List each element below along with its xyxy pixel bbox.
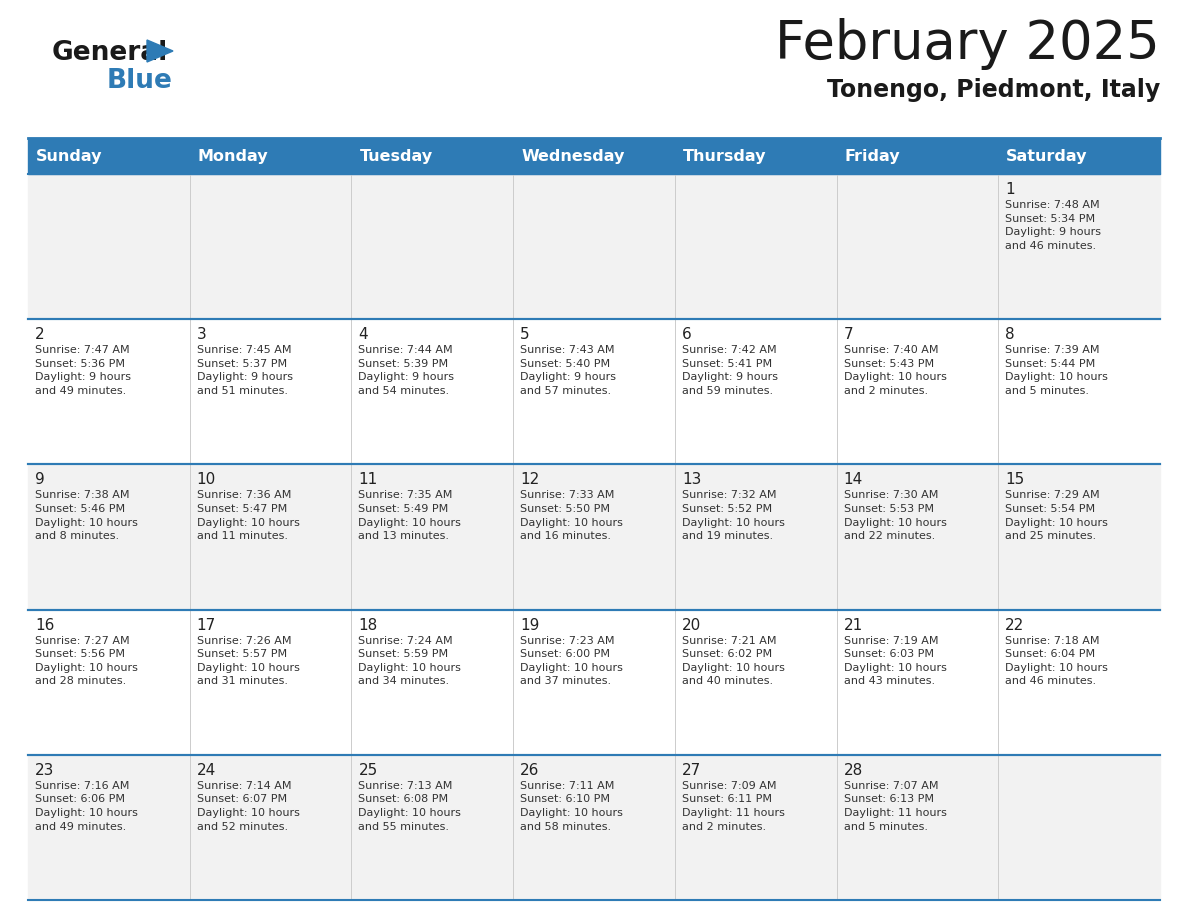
Text: Sunrise: 7:26 AM
Sunset: 5:57 PM
Daylight: 10 hours
and 31 minutes.: Sunrise: 7:26 AM Sunset: 5:57 PM Dayligh… — [197, 635, 299, 687]
Text: 11: 11 — [359, 473, 378, 487]
Text: 18: 18 — [359, 618, 378, 633]
Text: 14: 14 — [843, 473, 862, 487]
Text: Blue: Blue — [107, 68, 173, 94]
Text: 4: 4 — [359, 327, 368, 342]
Text: 26: 26 — [520, 763, 539, 778]
Text: Sunrise: 7:24 AM
Sunset: 5:59 PM
Daylight: 10 hours
and 34 minutes.: Sunrise: 7:24 AM Sunset: 5:59 PM Dayligh… — [359, 635, 461, 687]
Text: Sunrise: 7:30 AM
Sunset: 5:53 PM
Daylight: 10 hours
and 22 minutes.: Sunrise: 7:30 AM Sunset: 5:53 PM Dayligh… — [843, 490, 947, 542]
Text: 23: 23 — [34, 763, 55, 778]
Bar — [29, 610, 1159, 755]
Text: 16: 16 — [34, 618, 55, 633]
Text: Sunrise: 7:44 AM
Sunset: 5:39 PM
Daylight: 9 hours
and 54 minutes.: Sunrise: 7:44 AM Sunset: 5:39 PM Dayligh… — [359, 345, 455, 396]
Text: 21: 21 — [843, 618, 862, 633]
Text: 6: 6 — [682, 327, 691, 342]
Text: 25: 25 — [359, 763, 378, 778]
Text: 22: 22 — [1005, 618, 1024, 633]
Text: Sunrise: 7:43 AM
Sunset: 5:40 PM
Daylight: 9 hours
and 57 minutes.: Sunrise: 7:43 AM Sunset: 5:40 PM Dayligh… — [520, 345, 617, 396]
Text: Sunrise: 7:32 AM
Sunset: 5:52 PM
Daylight: 10 hours
and 19 minutes.: Sunrise: 7:32 AM Sunset: 5:52 PM Dayligh… — [682, 490, 785, 542]
Text: February 2025: February 2025 — [776, 18, 1159, 70]
Text: Sunrise: 7:45 AM
Sunset: 5:37 PM
Daylight: 9 hours
and 51 minutes.: Sunrise: 7:45 AM Sunset: 5:37 PM Dayligh… — [197, 345, 292, 396]
Text: 27: 27 — [682, 763, 701, 778]
Polygon shape — [147, 40, 173, 62]
Text: 12: 12 — [520, 473, 539, 487]
Text: Sunrise: 7:27 AM
Sunset: 5:56 PM
Daylight: 10 hours
and 28 minutes.: Sunrise: 7:27 AM Sunset: 5:56 PM Dayligh… — [34, 635, 138, 687]
Text: 1: 1 — [1005, 182, 1015, 197]
Text: Sunrise: 7:19 AM
Sunset: 6:03 PM
Daylight: 10 hours
and 43 minutes.: Sunrise: 7:19 AM Sunset: 6:03 PM Dayligh… — [843, 635, 947, 687]
Text: 3: 3 — [197, 327, 207, 342]
Text: Sunrise: 7:29 AM
Sunset: 5:54 PM
Daylight: 10 hours
and 25 minutes.: Sunrise: 7:29 AM Sunset: 5:54 PM Dayligh… — [1005, 490, 1108, 542]
Bar — [29, 174, 1159, 319]
Text: Sunrise: 7:35 AM
Sunset: 5:49 PM
Daylight: 10 hours
and 13 minutes.: Sunrise: 7:35 AM Sunset: 5:49 PM Dayligh… — [359, 490, 461, 542]
Text: Sunrise: 7:16 AM
Sunset: 6:06 PM
Daylight: 10 hours
and 49 minutes.: Sunrise: 7:16 AM Sunset: 6:06 PM Dayligh… — [34, 781, 138, 832]
Text: 5: 5 — [520, 327, 530, 342]
Text: 19: 19 — [520, 618, 539, 633]
Bar — [29, 138, 1159, 174]
Text: Monday: Monday — [197, 150, 268, 164]
Text: Sunrise: 7:23 AM
Sunset: 6:00 PM
Daylight: 10 hours
and 37 minutes.: Sunrise: 7:23 AM Sunset: 6:00 PM Dayligh… — [520, 635, 623, 687]
Text: Tonengo, Piedmont, Italy: Tonengo, Piedmont, Italy — [827, 78, 1159, 102]
Text: 15: 15 — [1005, 473, 1024, 487]
Text: General: General — [52, 40, 169, 66]
Text: 10: 10 — [197, 473, 216, 487]
Text: Sunrise: 7:47 AM
Sunset: 5:36 PM
Daylight: 9 hours
and 49 minutes.: Sunrise: 7:47 AM Sunset: 5:36 PM Dayligh… — [34, 345, 131, 396]
Text: Tuesday: Tuesday — [360, 150, 432, 164]
Text: Sunrise: 7:40 AM
Sunset: 5:43 PM
Daylight: 10 hours
and 2 minutes.: Sunrise: 7:40 AM Sunset: 5:43 PM Dayligh… — [843, 345, 947, 396]
Text: 20: 20 — [682, 618, 701, 633]
Text: Sunrise: 7:07 AM
Sunset: 6:13 PM
Daylight: 11 hours
and 5 minutes.: Sunrise: 7:07 AM Sunset: 6:13 PM Dayligh… — [843, 781, 947, 832]
Text: 17: 17 — [197, 618, 216, 633]
Text: Sunrise: 7:38 AM
Sunset: 5:46 PM
Daylight: 10 hours
and 8 minutes.: Sunrise: 7:38 AM Sunset: 5:46 PM Dayligh… — [34, 490, 138, 542]
Text: 9: 9 — [34, 473, 45, 487]
Text: Wednesday: Wednesday — [522, 150, 625, 164]
Text: Sunrise: 7:09 AM
Sunset: 6:11 PM
Daylight: 11 hours
and 2 minutes.: Sunrise: 7:09 AM Sunset: 6:11 PM Dayligh… — [682, 781, 785, 832]
Text: Sunrise: 7:13 AM
Sunset: 6:08 PM
Daylight: 10 hours
and 55 minutes.: Sunrise: 7:13 AM Sunset: 6:08 PM Dayligh… — [359, 781, 461, 832]
Text: Sunrise: 7:14 AM
Sunset: 6:07 PM
Daylight: 10 hours
and 52 minutes.: Sunrise: 7:14 AM Sunset: 6:07 PM Dayligh… — [197, 781, 299, 832]
Bar — [29, 319, 1159, 465]
Text: Friday: Friday — [845, 150, 901, 164]
Text: Sunrise: 7:36 AM
Sunset: 5:47 PM
Daylight: 10 hours
and 11 minutes.: Sunrise: 7:36 AM Sunset: 5:47 PM Dayligh… — [197, 490, 299, 542]
Text: Sunrise: 7:42 AM
Sunset: 5:41 PM
Daylight: 9 hours
and 59 minutes.: Sunrise: 7:42 AM Sunset: 5:41 PM Dayligh… — [682, 345, 778, 396]
Bar — [29, 755, 1159, 900]
Text: 2: 2 — [34, 327, 45, 342]
Text: 7: 7 — [843, 327, 853, 342]
Text: Sunrise: 7:21 AM
Sunset: 6:02 PM
Daylight: 10 hours
and 40 minutes.: Sunrise: 7:21 AM Sunset: 6:02 PM Dayligh… — [682, 635, 785, 687]
Text: Sunrise: 7:11 AM
Sunset: 6:10 PM
Daylight: 10 hours
and 58 minutes.: Sunrise: 7:11 AM Sunset: 6:10 PM Dayligh… — [520, 781, 623, 832]
Text: 24: 24 — [197, 763, 216, 778]
Text: Sunrise: 7:33 AM
Sunset: 5:50 PM
Daylight: 10 hours
and 16 minutes.: Sunrise: 7:33 AM Sunset: 5:50 PM Dayligh… — [520, 490, 623, 542]
Text: 8: 8 — [1005, 327, 1015, 342]
Bar — [29, 465, 1159, 610]
Text: Sunrise: 7:48 AM
Sunset: 5:34 PM
Daylight: 9 hours
and 46 minutes.: Sunrise: 7:48 AM Sunset: 5:34 PM Dayligh… — [1005, 200, 1101, 251]
Text: Saturday: Saturday — [1006, 150, 1088, 164]
Text: 13: 13 — [682, 473, 701, 487]
Text: Thursday: Thursday — [683, 150, 766, 164]
Text: 28: 28 — [843, 763, 862, 778]
Text: Sunday: Sunday — [36, 150, 102, 164]
Text: Sunrise: 7:18 AM
Sunset: 6:04 PM
Daylight: 10 hours
and 46 minutes.: Sunrise: 7:18 AM Sunset: 6:04 PM Dayligh… — [1005, 635, 1108, 687]
Text: Sunrise: 7:39 AM
Sunset: 5:44 PM
Daylight: 10 hours
and 5 minutes.: Sunrise: 7:39 AM Sunset: 5:44 PM Dayligh… — [1005, 345, 1108, 396]
